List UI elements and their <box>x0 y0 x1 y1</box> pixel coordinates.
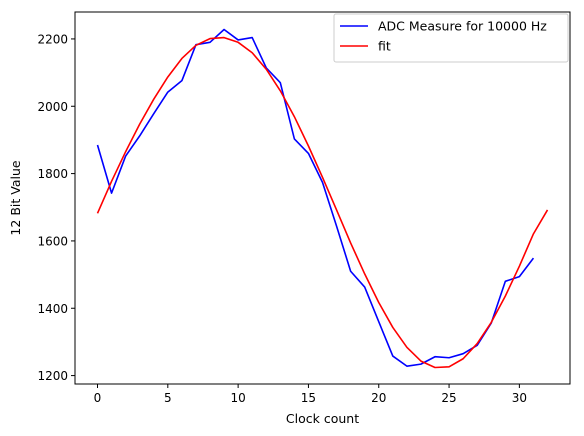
x-tick-label: 10 <box>230 391 245 405</box>
y-axis-ticks: 1200 1400 1600 1800 2000 2200 <box>37 32 75 383</box>
x-tick-label: 5 <box>164 391 172 405</box>
legend-label-adc: ADC Measure for 10000 Hz <box>378 19 547 34</box>
y-tick-label: 1600 <box>37 234 68 248</box>
y-tick-label: 2000 <box>37 100 68 114</box>
x-tick-label: 20 <box>371 391 386 405</box>
legend-box <box>333 13 569 63</box>
x-axis-ticks: 0 5 10 15 20 25 30 <box>94 384 527 405</box>
series-line-fit <box>96 36 549 369</box>
plot-area <box>74 11 571 385</box>
x-tick-label: 30 <box>512 391 527 405</box>
y-tick-label: 1200 <box>37 369 68 383</box>
y-tick-label: 1800 <box>37 167 68 181</box>
legend-label-fit: fit <box>378 39 391 54</box>
x-tick-label: 15 <box>301 391 316 405</box>
y-axis-label: 12 Bit Value <box>8 160 23 235</box>
x-axis-label: Clock count <box>286 411 359 426</box>
plot-frame <box>74 11 571 385</box>
series-layer <box>96 28 549 369</box>
legend: ADC Measure for 10000 Hz fit <box>333 13 569 63</box>
y-tick-label: 2200 <box>37 32 68 46</box>
series-line-adc <box>96 28 535 367</box>
y-tick-label: 1400 <box>37 302 68 316</box>
x-tick-label: 25 <box>441 391 456 405</box>
x-tick-label: 0 <box>94 391 102 405</box>
